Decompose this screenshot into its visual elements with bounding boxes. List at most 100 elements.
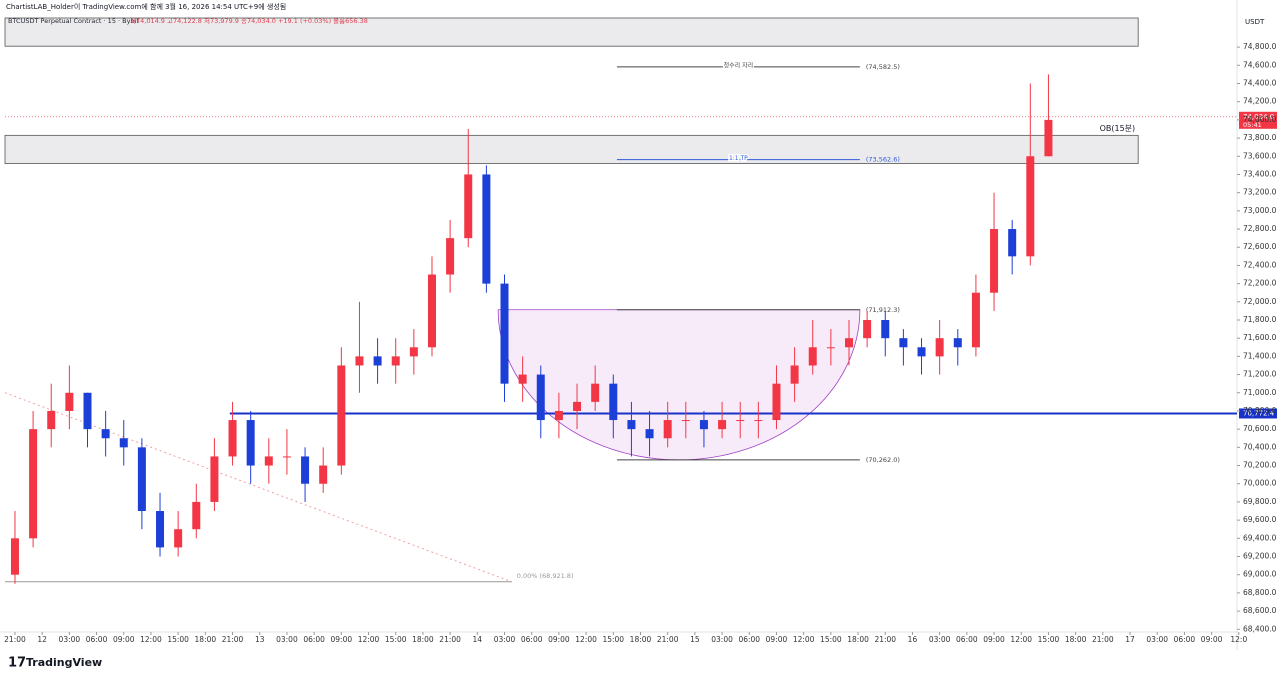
candle-body <box>47 410 56 430</box>
candle-body <box>228 420 237 457</box>
candle-body <box>391 356 400 366</box>
support-label: 70,772.4 <box>1243 409 1275 417</box>
y-tick-label: 68,800.0 <box>1243 588 1277 597</box>
y-tick-label: 72,800.0 <box>1243 224 1277 233</box>
x-tick-label: 12:00 <box>793 635 815 644</box>
candle-body <box>971 292 980 348</box>
x-tick-label: 21:00 <box>4 635 26 644</box>
y-tick-label: 69,600.0 <box>1243 515 1277 524</box>
candle-body <box>953 338 962 348</box>
x-tick-label: 06:00 <box>1174 635 1196 644</box>
logo-mark: 17 <box>8 656 26 671</box>
candle-body <box>192 501 201 530</box>
candle-body <box>427 274 436 348</box>
candle-body <box>282 456 291 458</box>
candle-body <box>663 420 672 439</box>
logo-text: TradingView <box>26 656 102 669</box>
x-tick-label: 06:00 <box>956 635 978 644</box>
candle-body <box>29 429 38 539</box>
candle-body <box>627 420 636 430</box>
candle-body <box>772 383 781 421</box>
y-tick-label: 73,800.0 <box>1243 133 1277 142</box>
y-tick-label: 72,600.0 <box>1243 242 1277 251</box>
y-tick-label: 68,600.0 <box>1243 606 1277 615</box>
y-tick-label: 72,000.0 <box>1243 297 1277 306</box>
candle-body <box>826 347 835 349</box>
candle-body <box>736 420 745 422</box>
candle-body <box>355 356 364 366</box>
x-tick-label: 13 <box>255 635 265 644</box>
candle-body <box>863 319 872 339</box>
x-tick-label: 15:00 <box>167 635 189 644</box>
y-tick-label: 70,200.0 <box>1243 461 1277 470</box>
y-tick-label: 74,200.0 <box>1243 97 1277 106</box>
header: ChartistLAB_Holder이 TradingView.com에 함께 … <box>6 2 286 11</box>
support-tag <box>1239 408 1277 419</box>
candle-body <box>137 447 146 512</box>
x-tick-label: 06:00 <box>521 635 543 644</box>
candle-body <box>1044 119 1053 157</box>
candle-body <box>464 174 473 239</box>
y-tick-label: 70,000.0 <box>1243 479 1277 488</box>
candle-body <box>301 456 310 484</box>
x-tick-label: 21:00 <box>222 635 244 644</box>
candle-body <box>101 429 110 439</box>
x-tick-label: 15 <box>690 635 700 644</box>
x-tick-label: 16 <box>908 635 918 644</box>
x-tick-label: 03:00 <box>59 635 81 644</box>
x-tick-label: 12:00 <box>358 635 380 644</box>
y-tick-label: 73,200.0 <box>1243 188 1277 197</box>
candles <box>10 74 1053 584</box>
y-tick-label: 71,600.0 <box>1243 333 1277 342</box>
cup <box>497 309 861 460</box>
x-tick-label: 09:00 <box>331 635 353 644</box>
level-price: (71,912.3) <box>866 306 900 314</box>
y-tick-label: 70,600.0 <box>1243 424 1277 433</box>
candle-body <box>917 347 926 357</box>
candle-body <box>210 456 219 502</box>
level-price: (70,262.0) <box>866 456 900 464</box>
candle-body <box>119 438 128 448</box>
x-tick-label: 03:00 <box>276 635 298 644</box>
candle-body <box>808 347 817 366</box>
x-tick-label: 12:0 <box>1230 635 1247 644</box>
candle-body <box>881 319 890 339</box>
x-tick-label: 18:00 <box>195 635 217 644</box>
y-tick-label: 68,400.0 <box>1243 624 1277 633</box>
level-price: (73,562.6) <box>866 156 900 164</box>
axes: 74,800.0 74,600.0 74,400.0 74,200.0 74,000.0… <box>4 42 1276 644</box>
x-tick-label: 18:00 <box>412 635 434 644</box>
x-tick-label: 06:00 <box>303 635 325 644</box>
zone <box>4 17 1139 47</box>
level-label: 청수리 자리 <box>724 61 754 69</box>
candle-body <box>174 529 183 548</box>
x-tick-label: 21:00 <box>1092 635 1114 644</box>
x-tick-label: 18:00 <box>630 635 652 644</box>
last-price-tag <box>1239 111 1277 129</box>
candle-body <box>83 392 92 430</box>
candle-body <box>536 374 545 421</box>
symbol: BTCUSDT Perpetual Contract · 15 · Bybit <box>8 17 139 25</box>
candle-body <box>65 392 74 411</box>
x-tick-label: 09:00 <box>113 635 135 644</box>
candle-body <box>718 420 727 430</box>
zone <box>4 134 1139 164</box>
candle-body <box>319 465 328 484</box>
x-tick-label: 14 <box>473 635 483 644</box>
candle-body <box>609 383 618 421</box>
countdown: 05:41 <box>1243 121 1262 129</box>
candle-body <box>899 338 908 348</box>
candle-body <box>790 365 799 384</box>
x-tick-label: 03:00 <box>929 635 951 644</box>
logo: 17 TradingView <box>8 656 102 671</box>
candle-body <box>500 283 509 384</box>
y-tick-label: 73,400.0 <box>1243 169 1277 178</box>
candle-body <box>373 356 382 366</box>
y-tick-label: 69,800.0 <box>1243 497 1277 506</box>
y-tick-label: 69,200.0 <box>1243 552 1277 561</box>
x-tick-label: 12:00 <box>140 635 162 644</box>
y-tick-label: 74,400.0 <box>1243 78 1277 87</box>
y-tick-label: 74,000.0 <box>1243 115 1277 124</box>
candle-body <box>518 374 527 384</box>
